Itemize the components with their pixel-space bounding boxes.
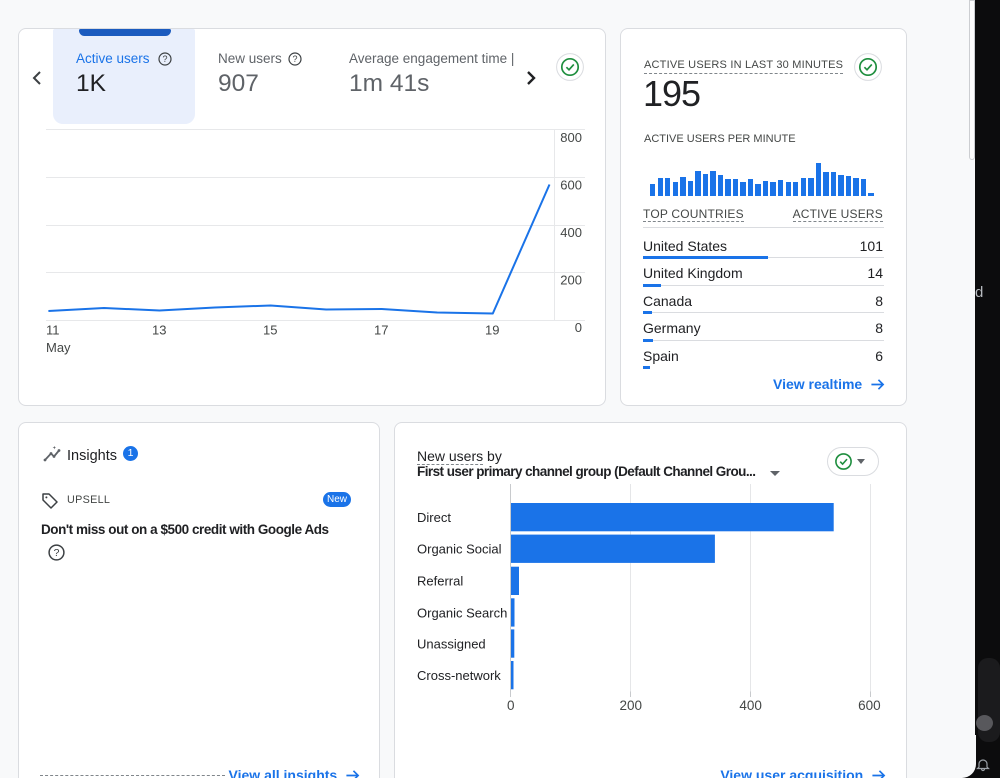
svg-text:800: 800 xyxy=(560,130,582,145)
svg-text:0: 0 xyxy=(507,698,515,713)
svg-text:?: ? xyxy=(54,547,60,559)
svg-text:600: 600 xyxy=(560,178,582,193)
svg-text:Referral: Referral xyxy=(417,574,463,589)
svg-text:11: 11 xyxy=(46,323,60,338)
svg-text:May: May xyxy=(46,340,71,355)
svg-text:19: 19 xyxy=(485,323,499,338)
svg-text:200: 200 xyxy=(620,698,643,713)
svg-text:Organic Social: Organic Social xyxy=(417,542,502,557)
svg-text:?: ? xyxy=(292,54,297,64)
svg-text:?: ? xyxy=(162,54,167,64)
svg-text:15: 15 xyxy=(263,323,277,338)
svg-text:400: 400 xyxy=(739,698,762,713)
svg-text:17: 17 xyxy=(374,323,388,338)
svg-text:0: 0 xyxy=(575,320,582,335)
svg-text:Unassigned: Unassigned xyxy=(417,636,486,651)
svg-text:13: 13 xyxy=(152,323,166,338)
svg-text:Organic Search: Organic Search xyxy=(417,605,507,620)
svg-text:400: 400 xyxy=(560,225,582,240)
svg-text:Direct: Direct xyxy=(417,510,451,525)
svg-text:600: 600 xyxy=(858,698,881,713)
svg-text:Cross-network: Cross-network xyxy=(417,668,501,683)
svg-text:200: 200 xyxy=(560,273,582,288)
